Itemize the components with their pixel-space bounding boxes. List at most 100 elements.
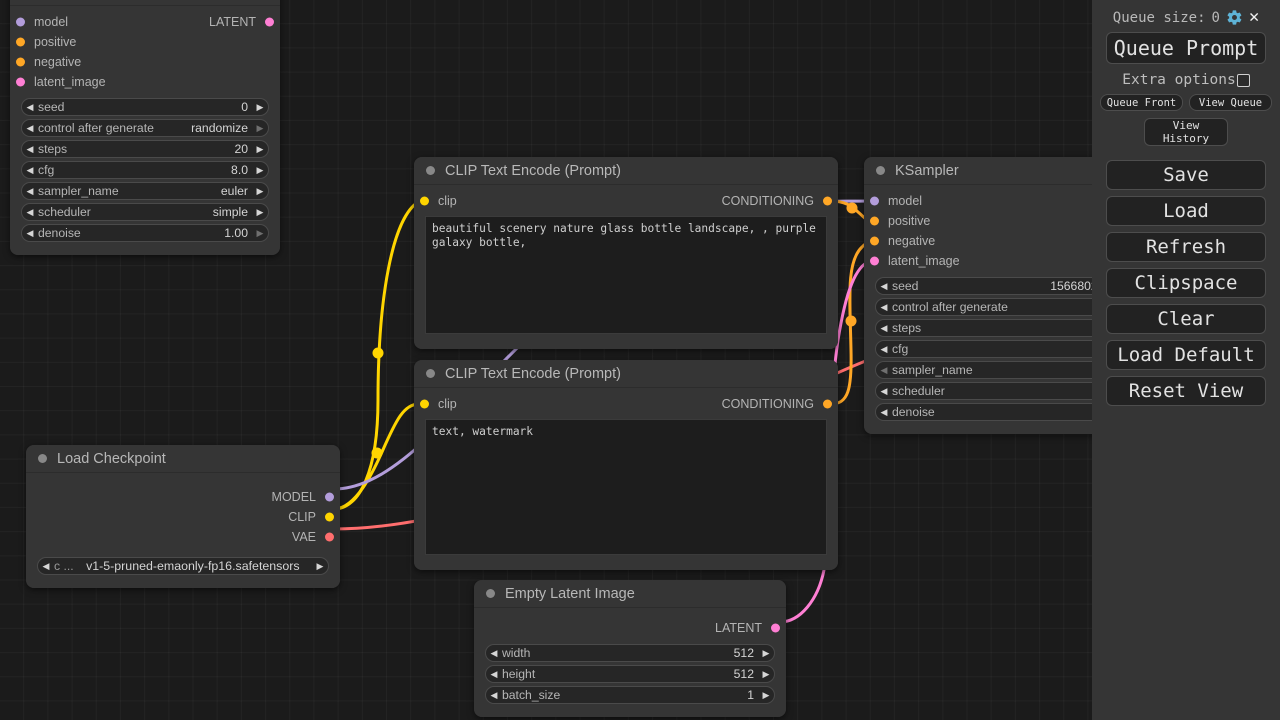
output-slot-latent[interactable]: LATENT: [10, 12, 280, 32]
slot-dot-icon[interactable]: [420, 399, 429, 409]
widget-value[interactable]: simple: [212, 205, 248, 219]
widget-denoise[interactable]: ◀ denoise: [875, 403, 1092, 421]
node-ksampler-right[interactable]: KSampler model positive negative latent: [864, 157, 1092, 434]
slot-dot-icon[interactable]: [870, 216, 879, 226]
widget-scheduler[interactable]: ◀ scheduler simple ▶: [21, 203, 269, 221]
decrement-arrow-icon[interactable]: ◀: [880, 322, 888, 333]
decrement-arrow-icon[interactable]: ◀: [26, 101, 34, 112]
widget-value[interactable]: 1.00: [224, 226, 248, 240]
collapse-dot-icon[interactable]: [486, 589, 495, 598]
increment-arrow-icon[interactable]: ▶: [762, 689, 770, 700]
input-slot-clip[interactable]: clip: [414, 191, 838, 211]
widget-control-after-generate[interactable]: ◀ control after generate ran: [875, 298, 1092, 316]
slot-dot-icon[interactable]: [771, 623, 780, 633]
gear-icon[interactable]: [1226, 9, 1243, 26]
clipspace-button[interactable]: Clipspace: [1106, 268, 1266, 298]
widget-value[interactable]: 512: [733, 646, 754, 660]
decrement-arrow-icon[interactable]: ◀: [880, 343, 888, 354]
decrement-arrow-icon[interactable]: ◀: [42, 560, 50, 571]
decrement-arrow-icon[interactable]: ◀: [26, 185, 34, 196]
extra-options-checkbox[interactable]: [1236, 73, 1250, 87]
output-slot-latent[interactable]: LATENT: [474, 618, 786, 638]
node-title-bar[interactable]: KSampler: [10, 0, 280, 6]
input-slot-positive[interactable]: positive: [10, 32, 280, 52]
node-graph-canvas[interactable]: KSampler model LATENT positive: [0, 0, 1092, 720]
decrement-arrow-icon[interactable]: ◀: [880, 406, 888, 417]
decrement-arrow-icon[interactable]: ◀: [26, 122, 34, 133]
input-slot-clip[interactable]: clip: [414, 394, 838, 414]
node-title-bar[interactable]: CLIP Text Encode (Prompt): [414, 360, 838, 388]
node-ksampler-left[interactable]: KSampler model LATENT positive: [10, 0, 280, 255]
widget-value[interactable]: 1: [747, 688, 754, 702]
widget-value[interactable]: 512: [733, 667, 754, 681]
reset-view-button[interactable]: Reset View: [1106, 376, 1266, 406]
collapse-dot-icon[interactable]: [876, 166, 885, 175]
widget-cfg[interactable]: ◀ cfg 8.0 ▶: [21, 161, 269, 179]
widget-control-after-generate[interactable]: ◀ control after generate randomize ▶: [21, 119, 269, 137]
slot-dot-icon[interactable]: [823, 196, 832, 206]
increment-arrow-icon[interactable]: ▶: [256, 122, 264, 133]
refresh-button[interactable]: Refresh: [1106, 232, 1266, 262]
widget-value[interactable]: 20: [234, 142, 248, 156]
increment-arrow-icon[interactable]: ▶: [256, 227, 264, 238]
load-default-button[interactable]: Load Default: [1106, 340, 1266, 370]
decrement-arrow-icon[interactable]: ◀: [26, 164, 34, 175]
increment-arrow-icon[interactable]: ▶: [256, 164, 264, 175]
widget-width[interactable]: ◀ width 512 ▶: [485, 644, 775, 662]
decrement-arrow-icon[interactable]: ◀: [26, 227, 34, 238]
output-slot-conditioning[interactable]: CONDITIONING: [414, 191, 838, 211]
widget-seed[interactable]: ◀ seed 0 ▶: [21, 98, 269, 116]
input-slot-latent-image[interactable]: latent_image: [10, 72, 280, 92]
decrement-arrow-icon[interactable]: ◀: [26, 143, 34, 154]
input-slot-negative[interactable]: negative: [864, 231, 1092, 251]
output-slot-conditioning[interactable]: CONDITIONING: [414, 394, 838, 414]
decrement-arrow-icon[interactable]: ◀: [26, 206, 34, 217]
decrement-arrow-icon[interactable]: ◀: [880, 280, 888, 291]
slot-dot-icon[interactable]: [16, 57, 25, 67]
load-button[interactable]: Load: [1106, 196, 1266, 226]
widget-sampler-name[interactable]: ◀ sampler_name euler ▶: [21, 182, 269, 200]
node-clip-text-encode-negative[interactable]: CLIP Text Encode (Prompt) clip CONDITION…: [414, 360, 838, 570]
widget-cfg[interactable]: ◀ cfg: [875, 340, 1092, 358]
prompt-textarea[interactable]: beautiful scenery nature glass bottle la…: [425, 216, 827, 334]
widget-scheduler[interactable]: ◀ scheduler: [875, 382, 1092, 400]
input-slot-model[interactable]: model: [864, 191, 1092, 211]
increment-arrow-icon[interactable]: ▶: [762, 668, 770, 679]
widget-value[interactable]: v1-5-pruned-emaonly-fp16.safetensors: [86, 559, 300, 573]
slot-dot-icon[interactable]: [325, 512, 334, 522]
slot-dot-icon[interactable]: [870, 236, 879, 246]
view-queue-button[interactable]: View Queue: [1189, 94, 1272, 111]
node-title-bar[interactable]: Empty Latent Image: [474, 580, 786, 608]
widget-denoise[interactable]: ◀ denoise 1.00 ▶: [21, 224, 269, 242]
widget-sampler-name[interactable]: ◀ sampler_name: [875, 361, 1092, 379]
node-title-bar[interactable]: CLIP Text Encode (Prompt): [414, 157, 838, 185]
output-slot-vae[interactable]: VAE: [26, 527, 340, 547]
decrement-arrow-icon[interactable]: ◀: [880, 301, 888, 312]
slot-dot-icon[interactable]: [870, 256, 879, 266]
save-button[interactable]: Save: [1106, 160, 1266, 190]
output-slot-clip[interactable]: CLIP: [26, 507, 340, 527]
widget-seed[interactable]: ◀ seed 1566802087: [875, 277, 1092, 295]
decrement-arrow-icon[interactable]: ◀: [880, 385, 888, 396]
slot-dot-icon[interactable]: [325, 492, 334, 502]
slot-dot-icon[interactable]: [16, 77, 25, 87]
widget-ckpt-name[interactable]: ◀ c ... v1-5-pruned-emaonly-fp16.safeten…: [37, 557, 329, 575]
increment-arrow-icon[interactable]: ▶: [256, 206, 264, 217]
slot-dot-icon[interactable]: [16, 17, 25, 27]
decrement-arrow-icon[interactable]: ◀: [880, 364, 888, 375]
input-slot-latent-image[interactable]: latent_image: [864, 251, 1092, 271]
clear-button[interactable]: Clear: [1106, 304, 1266, 334]
queue-front-button[interactable]: Queue Front: [1100, 94, 1183, 111]
slot-dot-icon[interactable]: [16, 37, 25, 47]
prompt-textarea[interactable]: text, watermark: [425, 419, 827, 555]
view-history-button[interactable]: View History: [1144, 118, 1228, 146]
widget-steps[interactable]: ◀ steps: [875, 319, 1092, 337]
widget-steps[interactable]: ◀ steps 20 ▶: [21, 140, 269, 158]
widget-height[interactable]: ◀ height 512 ▶: [485, 665, 775, 683]
increment-arrow-icon[interactable]: ▶: [256, 143, 264, 154]
collapse-dot-icon[interactable]: [426, 166, 435, 175]
node-title-bar[interactable]: Load Checkpoint: [26, 445, 340, 473]
slot-dot-icon[interactable]: [823, 399, 832, 409]
decrement-arrow-icon[interactable]: ◀: [490, 647, 498, 658]
slot-dot-icon[interactable]: [420, 196, 429, 206]
